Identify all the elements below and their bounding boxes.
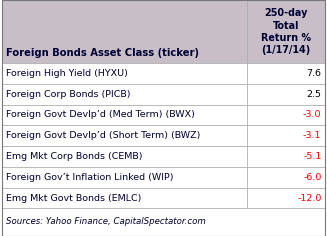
Text: -3.0: -3.0 bbox=[303, 110, 321, 119]
Bar bbox=[247, 167, 325, 188]
Text: Foreign High Yield (HYXU): Foreign High Yield (HYXU) bbox=[6, 69, 128, 78]
Text: Foreign Corp Bonds (PICB): Foreign Corp Bonds (PICB) bbox=[6, 90, 130, 99]
Text: Foreign Gov’t Inflation Linked (WIP): Foreign Gov’t Inflation Linked (WIP) bbox=[6, 173, 173, 182]
Text: Sources: Yahoo Finance, CapitalSpectator.com: Sources: Yahoo Finance, CapitalSpectator… bbox=[6, 217, 205, 227]
Bar bbox=[2, 105, 247, 125]
Bar bbox=[247, 0, 325, 63]
Bar bbox=[2, 188, 247, 208]
Bar bbox=[2, 167, 247, 188]
Text: Foreign Govt Devlp’d (Med Term) (BWX): Foreign Govt Devlp’d (Med Term) (BWX) bbox=[6, 110, 195, 119]
Bar bbox=[2, 63, 247, 84]
Text: Emg Mkt Govt Bonds (EMLC): Emg Mkt Govt Bonds (EMLC) bbox=[6, 194, 141, 202]
Text: -12.0: -12.0 bbox=[297, 194, 321, 202]
Bar bbox=[2, 125, 247, 146]
Bar bbox=[247, 146, 325, 167]
Text: 7.6: 7.6 bbox=[306, 69, 321, 78]
Bar bbox=[2, 208, 325, 236]
Text: Emg Mkt Corp Bonds (CEMB): Emg Mkt Corp Bonds (CEMB) bbox=[6, 152, 142, 161]
Bar bbox=[247, 125, 325, 146]
Text: 2.5: 2.5 bbox=[306, 90, 321, 99]
Text: -3.1: -3.1 bbox=[303, 131, 321, 140]
Text: Foreign Govt Devlp’d (Short Term) (BWZ): Foreign Govt Devlp’d (Short Term) (BWZ) bbox=[6, 131, 200, 140]
Text: -6.0: -6.0 bbox=[303, 173, 321, 182]
Bar bbox=[247, 105, 325, 125]
Bar bbox=[2, 84, 247, 105]
Text: 250-day
Total
Return %
(1/17/14): 250-day Total Return % (1/17/14) bbox=[261, 8, 311, 55]
Text: -5.1: -5.1 bbox=[303, 152, 321, 161]
Bar bbox=[2, 0, 247, 63]
Bar bbox=[247, 188, 325, 208]
Bar bbox=[247, 84, 325, 105]
Text: Foreign Bonds Asset Class (ticker): Foreign Bonds Asset Class (ticker) bbox=[6, 48, 198, 58]
Bar bbox=[2, 146, 247, 167]
Bar bbox=[247, 63, 325, 84]
